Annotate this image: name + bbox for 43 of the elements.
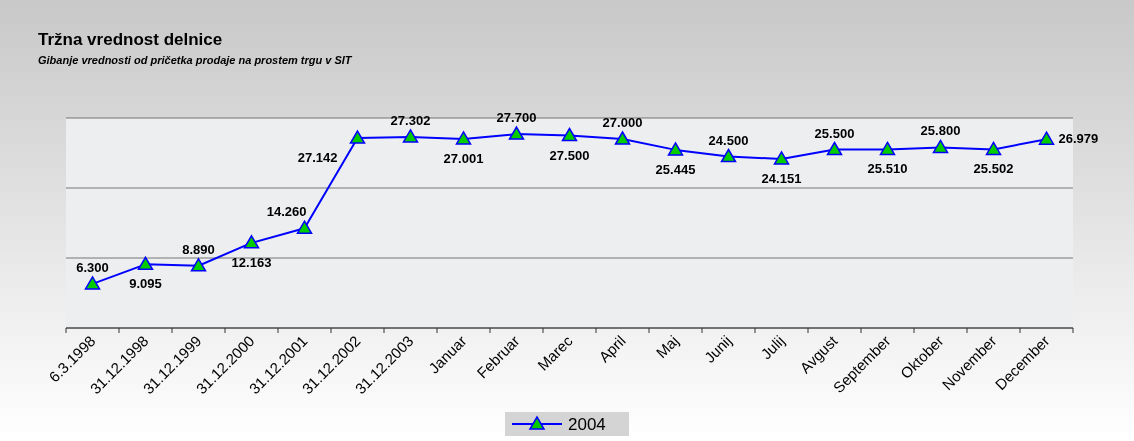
data-label: 27.500 xyxy=(549,147,590,163)
point xyxy=(296,220,313,234)
data-label: 25.502 xyxy=(973,161,1014,177)
point xyxy=(720,148,737,163)
data-label: 25.800 xyxy=(920,123,961,139)
data-label: 27.700 xyxy=(496,110,537,126)
chart-title: Tržna vrednost delnice xyxy=(38,30,223,49)
data-label: 25.500 xyxy=(814,125,855,141)
point xyxy=(773,151,790,165)
data-label: 12.163 xyxy=(231,254,272,270)
point xyxy=(137,256,154,271)
point xyxy=(455,131,472,145)
point xyxy=(190,258,207,272)
point xyxy=(985,141,1002,156)
data-label: 24.500 xyxy=(708,132,749,148)
data-label: 27.000 xyxy=(602,115,643,130)
data-label: 27.302 xyxy=(390,112,431,128)
point xyxy=(1038,131,1055,145)
data-label: 27.001 xyxy=(443,150,484,166)
point xyxy=(879,141,896,156)
data-label: 25.445 xyxy=(655,161,696,177)
data-label: 14.260 xyxy=(266,204,307,220)
data-label: 25.510 xyxy=(867,161,908,177)
data-label: 27.142 xyxy=(297,150,338,166)
data-label: 9.095 xyxy=(129,276,162,292)
x-tick-label: Maj xyxy=(652,332,682,362)
legend-label: 2004 xyxy=(568,415,606,434)
point xyxy=(243,235,260,249)
chart-subtitle: Gibanje vrednosti od pričetka prodaje na prostem trgu v SIT xyxy=(38,54,353,66)
x-tick-label: Julij xyxy=(757,332,788,363)
point xyxy=(667,142,684,156)
point xyxy=(614,131,631,145)
data-label: 6.300 xyxy=(76,259,109,275)
point xyxy=(508,126,525,140)
data-label: 8.890 xyxy=(182,241,215,257)
point xyxy=(349,130,366,144)
point xyxy=(84,276,101,290)
point xyxy=(561,127,578,142)
point xyxy=(932,139,949,154)
point xyxy=(826,141,843,156)
data-label: 24.151 xyxy=(761,170,802,186)
data-label: 26.979 xyxy=(1058,131,1099,147)
point xyxy=(402,129,419,143)
